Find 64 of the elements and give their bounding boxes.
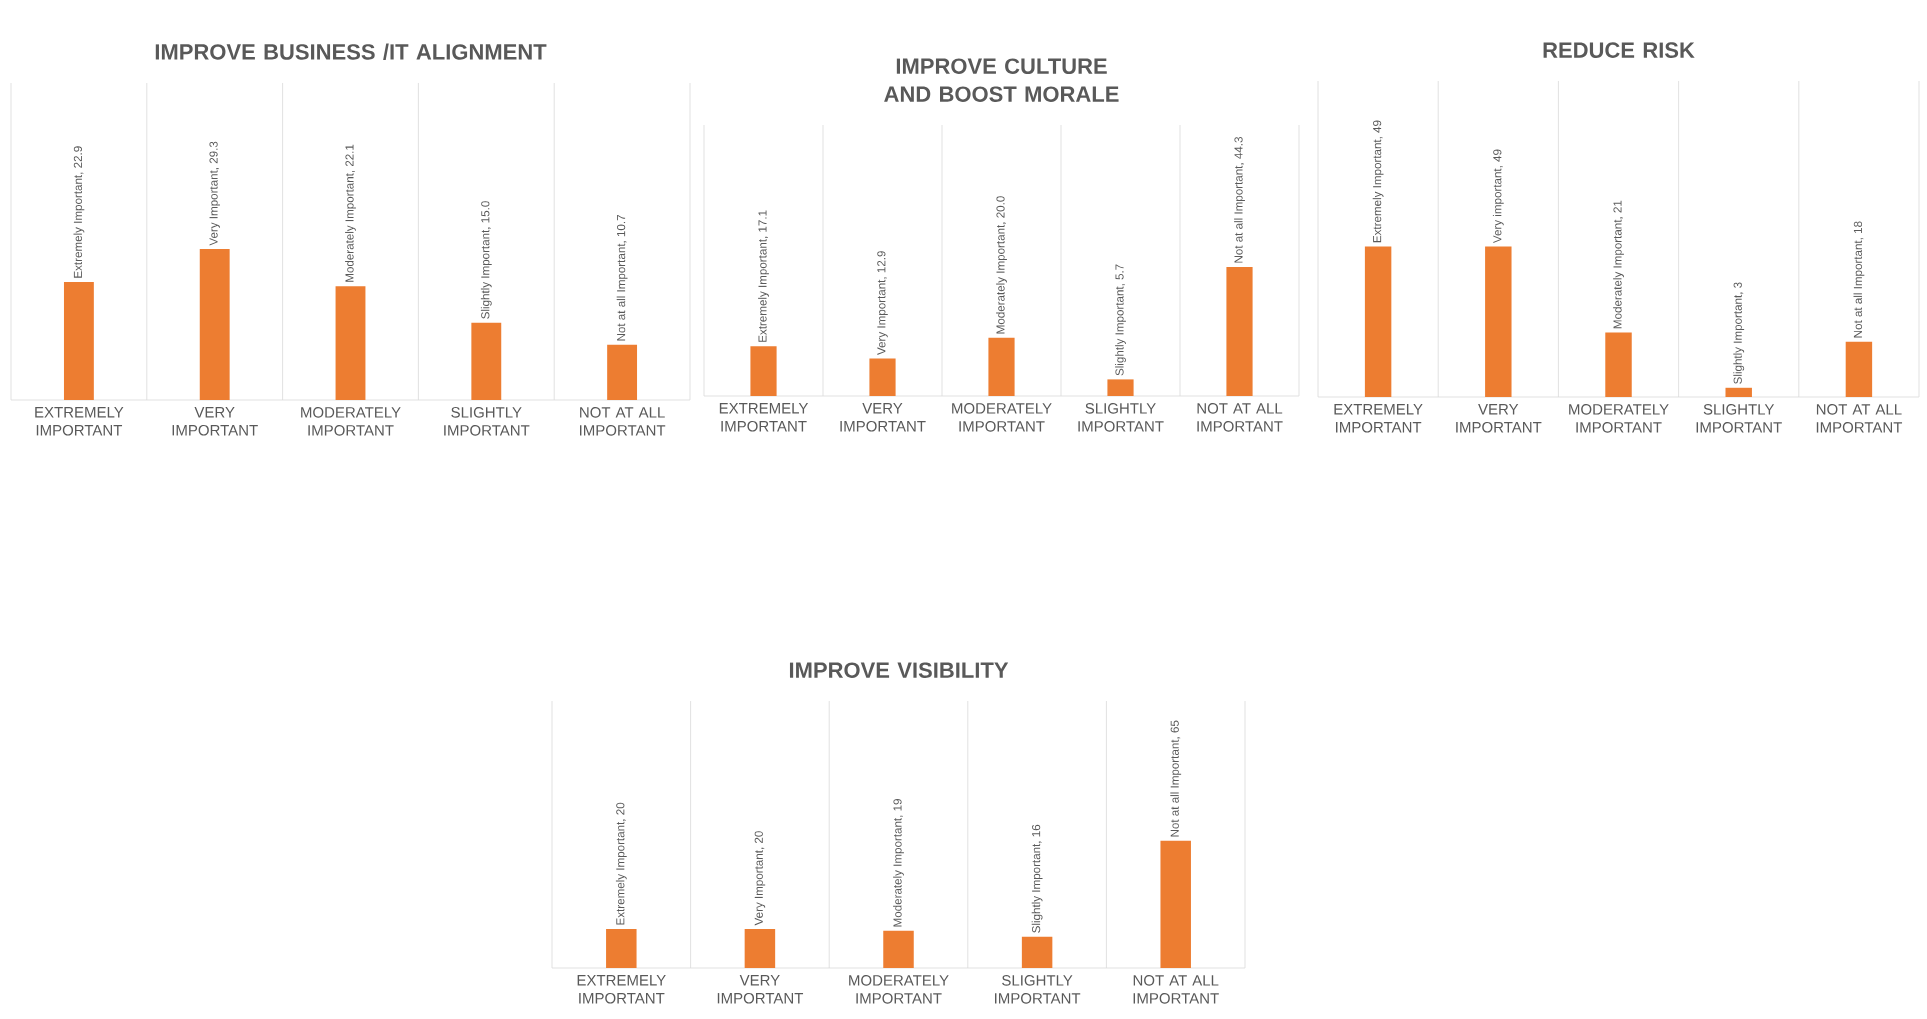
- bar: [750, 346, 777, 396]
- bar: [607, 344, 638, 400]
- data-label: Very Important, 20: [754, 831, 766, 926]
- data-label: Extremely Important, 17.1: [758, 210, 769, 342]
- bar: [1605, 332, 1632, 397]
- data-label: Moderately Important, 20.0: [996, 196, 1007, 334]
- data-label: Slightly Important, 16: [1031, 824, 1043, 933]
- x-tick-label: VERY IMPORTANT: [1456, 404, 1542, 433]
- data-label: Slightly Important, 5.7: [1115, 264, 1126, 376]
- x-tick-label: EXTREMELY IMPORTANT: [719, 403, 809, 432]
- bar: [1021, 936, 1053, 968]
- bar: [199, 249, 230, 400]
- bar: [335, 286, 366, 400]
- bar: [1226, 266, 1253, 396]
- bar: [1160, 840, 1191, 968]
- bar: [1364, 246, 1392, 397]
- data-label: Moderately Important, 22.1: [345, 144, 356, 282]
- chart-title: IMPROVE BUSINESS /IT ALIGNMENT: [155, 43, 547, 60]
- data-label: Moderately Important, 19: [893, 799, 904, 927]
- data-label: Not at all Important, 65: [1170, 720, 1182, 837]
- chart-title: IMPROVE CULTURE AND BOOST MORALE: [884, 58, 1119, 102]
- data-label: Very important, 49: [1492, 149, 1504, 244]
- x-tick-label: SLIGHTLY IMPORTANT: [1078, 403, 1164, 432]
- x-tick-label: SLIGHTLY IMPORTANT: [1696, 404, 1782, 433]
- x-tick-label: NOT AT ALL IMPORTANT: [1133, 975, 1219, 1004]
- data-label: Not at all Important, 10.7: [616, 215, 628, 341]
- bar: [1725, 387, 1752, 397]
- data-label: Not at all Important, 18: [1853, 221, 1865, 338]
- bar: [869, 358, 896, 396]
- x-tick-label: MODERATELY IMPORTANT: [1569, 404, 1669, 433]
- x-tick-label: VERY IMPORTANT: [172, 407, 258, 436]
- data-label: Slightly Important, 3: [1733, 282, 1745, 384]
- x-tick-label: EXTREMELY IMPORTANT: [577, 975, 666, 1004]
- data-label: Extremely Important, 22.9: [73, 146, 85, 278]
- x-tick-label: VERY IMPORTANT: [717, 975, 804, 1004]
- data-label: Extremely Important, 20: [615, 802, 627, 925]
- x-tick-label: SLIGHTLY IMPORTANT: [444, 407, 530, 436]
- x-tick-label: NOT AT ALL IMPORTANT: [580, 407, 666, 436]
- x-tick-label: SLIGHTLY IMPORTANT: [995, 975, 1081, 1004]
- x-tick-label: EXTREMELY IMPORTANT: [35, 407, 124, 436]
- x-tick-label: VERY IMPORTANT: [840, 403, 926, 432]
- data-label: Slightly Important, 15.0: [480, 201, 492, 319]
- bar: [606, 928, 637, 968]
- data-label: Very Important, 12.9: [877, 251, 888, 355]
- bar: [744, 928, 776, 968]
- x-tick-label: NOT AT ALL IMPORTANT: [1197, 403, 1283, 432]
- bar: [883, 930, 914, 968]
- x-tick-label: MODERATELY IMPORTANT: [849, 975, 949, 1004]
- x-tick-label: MODERATELY IMPORTANT: [301, 407, 401, 436]
- x-tick-label: MODERATELY IMPORTANT: [952, 403, 1052, 432]
- x-tick-label: NOT AT ALL IMPORTANT: [1816, 404, 1903, 433]
- bar: [63, 282, 94, 400]
- x-tick-label: EXTREMELY IMPORTANT: [1334, 404, 1423, 433]
- data-label: Extremely Important, 49: [1372, 120, 1384, 243]
- bar: [1485, 246, 1512, 397]
- bar: [988, 337, 1015, 396]
- bar: [1845, 341, 1873, 397]
- bar: [1107, 379, 1134, 396]
- data-label: Moderately Important, 21: [1613, 200, 1624, 329]
- data-label: Very Important, 29.3: [209, 141, 220, 246]
- data-label: Not at all Important, 44.3: [1234, 137, 1245, 263]
- bar: [471, 322, 502, 400]
- chart-title: REDUCE RISK: [1543, 42, 1695, 58]
- chart-title: IMPROVE VISIBILITY: [789, 662, 1009, 678]
